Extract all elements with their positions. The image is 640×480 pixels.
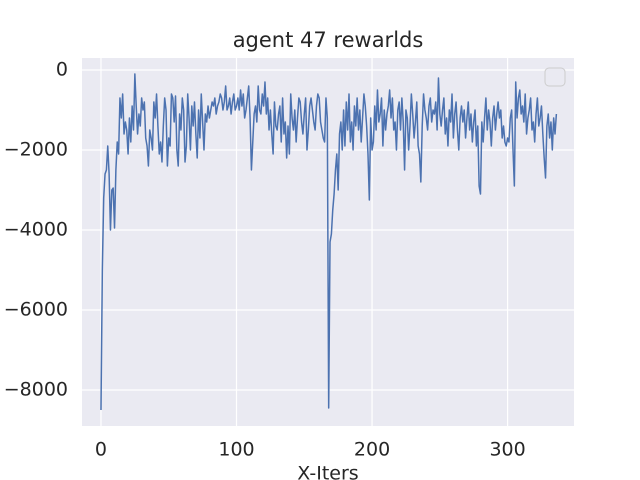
chart-title: agent 47 rewarlds xyxy=(233,28,424,52)
x-tick-label: 300 xyxy=(489,439,525,461)
y-tick-label: −4000 xyxy=(4,219,68,241)
y-tick-label: −6000 xyxy=(4,299,68,321)
y-tick-label: −8000 xyxy=(4,379,68,401)
x-axis-label: X-Iters xyxy=(297,463,358,480)
y-tick-label: 0 xyxy=(56,59,68,81)
y-tick-label: −2000 xyxy=(4,139,68,161)
x-tick-label: 0 xyxy=(95,439,107,461)
line xyxy=(100,73,558,411)
x-tick-label: 100 xyxy=(218,439,254,461)
legend xyxy=(544,67,566,87)
x-tick-label: 200 xyxy=(354,439,390,461)
